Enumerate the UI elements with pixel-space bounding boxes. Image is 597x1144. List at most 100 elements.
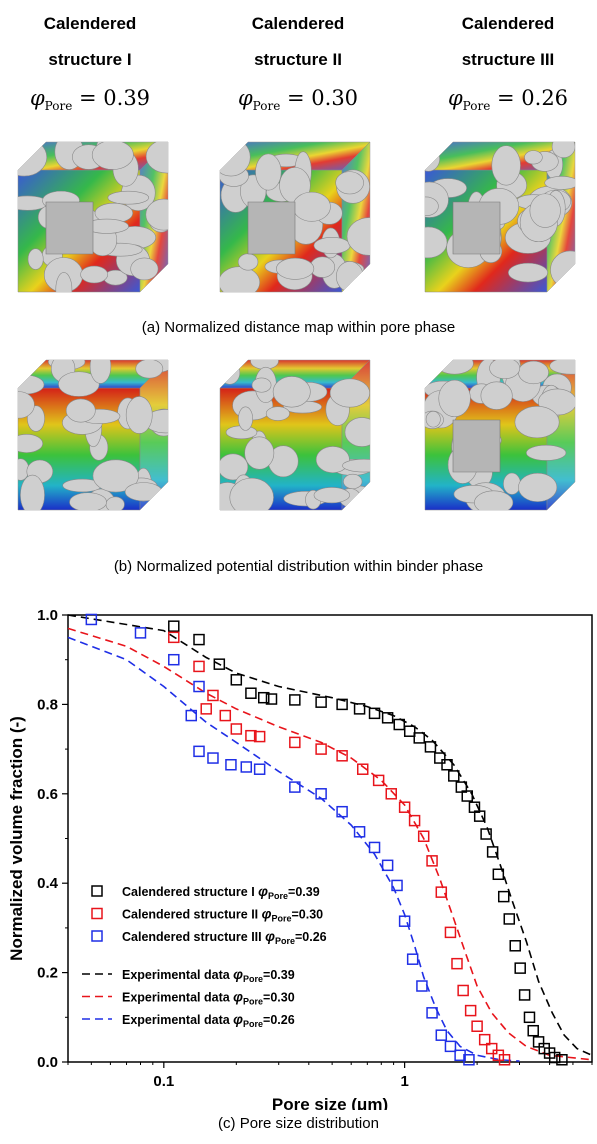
column-title-1: Calendered structure I	[5, 6, 175, 78]
data-point	[207, 689, 219, 702]
particle	[342, 458, 370, 473]
particle	[551, 142, 575, 158]
data-point	[464, 1004, 477, 1017]
cutout-face	[452, 419, 501, 473]
legend-label: Experimental data φPore=0.26	[122, 1011, 295, 1029]
data-point	[486, 846, 499, 858]
particle	[480, 381, 513, 410]
data-point	[444, 1040, 457, 1053]
particle	[18, 374, 45, 395]
data-point	[213, 658, 226, 670]
particle	[130, 257, 159, 281]
particle	[244, 436, 275, 470]
data-point	[85, 613, 98, 626]
data-point	[503, 913, 516, 925]
data-point	[424, 741, 437, 753]
caption-a: (a) Normalized distance map within pore …	[141, 319, 456, 336]
data-point	[461, 790, 473, 802]
data-point	[185, 709, 198, 722]
particle	[65, 398, 96, 423]
particle	[220, 453, 249, 481]
particle	[313, 487, 350, 504]
data-point	[230, 674, 243, 686]
data-point	[444, 926, 457, 939]
particle	[272, 376, 311, 408]
data-point	[200, 703, 212, 715]
data-point	[416, 980, 428, 992]
data-point	[451, 957, 463, 970]
potential-cube-3	[424, 359, 576, 511]
data-point	[315, 696, 327, 708]
particle	[220, 266, 261, 292]
particle	[237, 253, 259, 271]
legend-label: Calendered structure III φPore=0.26	[122, 928, 327, 946]
particle	[145, 198, 168, 231]
data-point	[518, 989, 531, 1001]
porosity-label-2: φPore = 0.30	[237, 86, 359, 114]
particle	[425, 196, 439, 217]
caption-c: (c) Pore size distribution	[218, 1115, 379, 1132]
data-point	[393, 718, 406, 731]
particle	[344, 417, 370, 447]
data-point	[473, 810, 486, 822]
particle	[313, 237, 351, 254]
cutout-face	[247, 201, 296, 255]
data-point	[240, 761, 253, 773]
y-tick-label: 0.4	[37, 875, 59, 892]
particle	[251, 377, 272, 393]
data-point	[435, 1029, 448, 1041]
legend-label: Calendered structure II φPore=0.30	[122, 906, 323, 924]
distance-map-row	[17, 141, 576, 293]
data-point	[289, 694, 301, 706]
particle	[491, 145, 521, 186]
particle	[489, 360, 521, 379]
particle	[518, 360, 549, 385]
particle	[80, 265, 108, 284]
legend-marker-swatch	[91, 907, 103, 920]
series-line-3	[67, 614, 593, 1057]
data-point	[315, 743, 327, 755]
data-point	[381, 859, 394, 872]
particle	[514, 406, 560, 439]
particle	[435, 360, 474, 375]
distance-cube-3	[424, 141, 576, 293]
data-point	[289, 736, 301, 749]
particle	[125, 396, 153, 434]
data-point	[193, 745, 205, 758]
y-tick-label: 0.0	[37, 1054, 58, 1071]
particle	[529, 193, 561, 228]
particle	[335, 171, 364, 195]
data-point	[556, 1054, 568, 1066]
particle	[27, 248, 44, 270]
data-point	[385, 788, 398, 800]
particle	[250, 360, 279, 370]
data-point	[336, 698, 348, 711]
particle	[425, 226, 448, 259]
pore-size-chart: 0.0 0.2 0.4 0.6 0.8 1.0 0.1 1 Calendered struct…	[7, 607, 593, 1110]
data-point	[253, 730, 266, 743]
particle	[18, 391, 35, 419]
data-point	[455, 781, 468, 793]
column-title-line1: Calendered	[43, 14, 137, 33]
particle	[105, 496, 125, 510]
column-title-3: Calendered structure III	[423, 6, 593, 78]
series-line-4	[67, 627, 593, 1061]
cutout-face	[45, 201, 94, 255]
data-point	[403, 725, 416, 737]
y-tick-label: 0.8	[37, 696, 58, 713]
legend-item: Calendered structure I φPore=0.39	[91, 883, 320, 901]
particle	[135, 360, 164, 379]
particle	[292, 191, 331, 222]
data-point	[478, 1033, 491, 1046]
legend-marker-swatch	[91, 930, 103, 942]
data-point	[356, 763, 369, 775]
particle	[550, 250, 575, 290]
data-point	[417, 830, 430, 843]
data-point	[408, 814, 421, 827]
data-point	[492, 868, 505, 881]
x-axis-label: Pore size (μm)	[272, 1095, 388, 1110]
data-point	[193, 633, 205, 646]
particle	[18, 433, 44, 453]
potential-map-row	[17, 359, 576, 511]
data-point	[253, 763, 266, 775]
